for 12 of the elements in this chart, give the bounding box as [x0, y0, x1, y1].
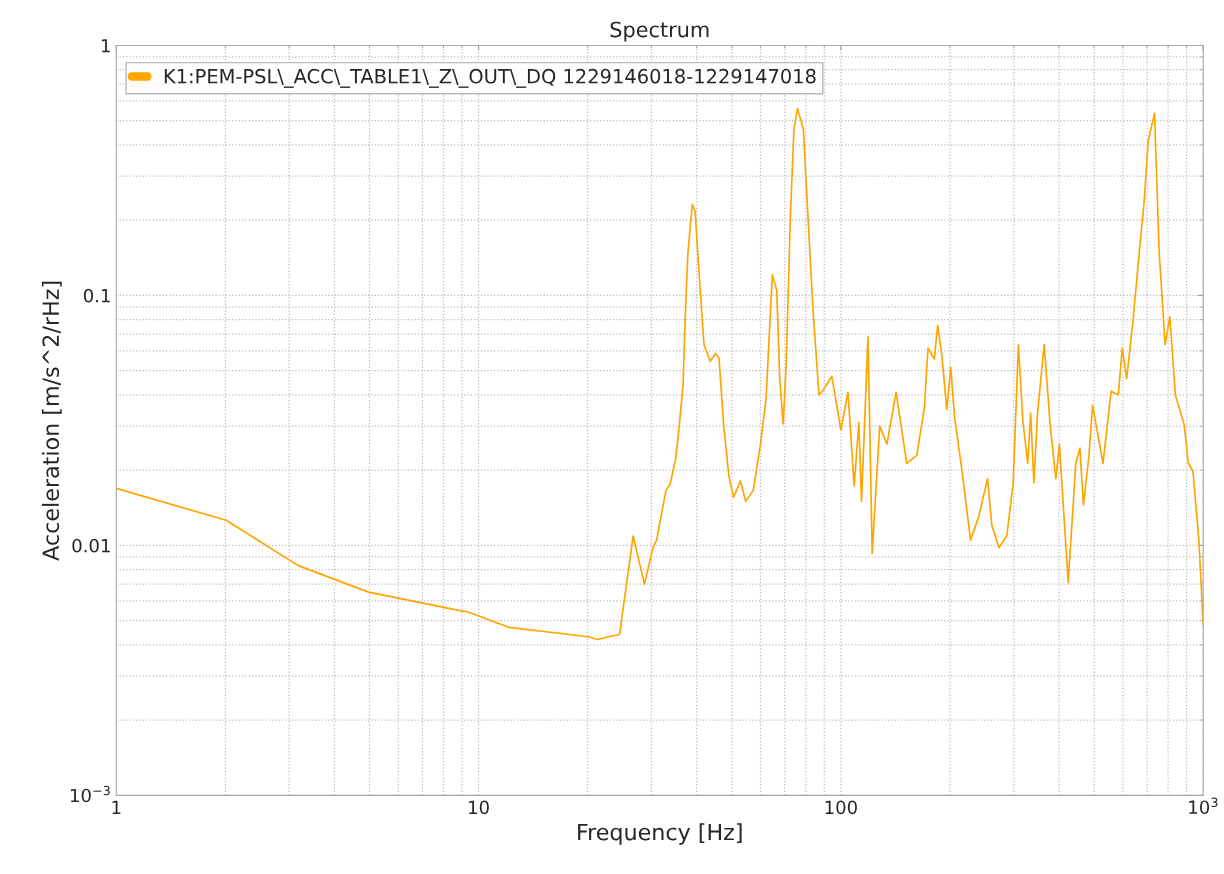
y-tick-label: 0.01	[72, 538, 110, 553]
x-tick-label: 10$^{3}$	[1189, 797, 1218, 815]
legend-label: K1:PEM-PSL\_ACC\_TABLE1\_Z\_OUT\_DQ 1229146018-1229147018	[164, 68, 816, 88]
x-tick-label: 100	[825, 800, 857, 815]
chart-title: Spectrum	[610, 21, 709, 42]
x-tick-label: 10	[469, 800, 489, 815]
x-tick-label: 1	[112, 800, 121, 814]
y-tick-label: 0.1	[83, 288, 110, 303]
y-axis-title: Acceleration [m/s^2/rHz]	[41, 281, 62, 561]
y-tick-label: 1	[101, 39, 110, 53]
x-axis-title: Frequency [Hz]	[578, 823, 742, 845]
y-tick-label: 10$^{−3}$	[70, 785, 110, 803]
